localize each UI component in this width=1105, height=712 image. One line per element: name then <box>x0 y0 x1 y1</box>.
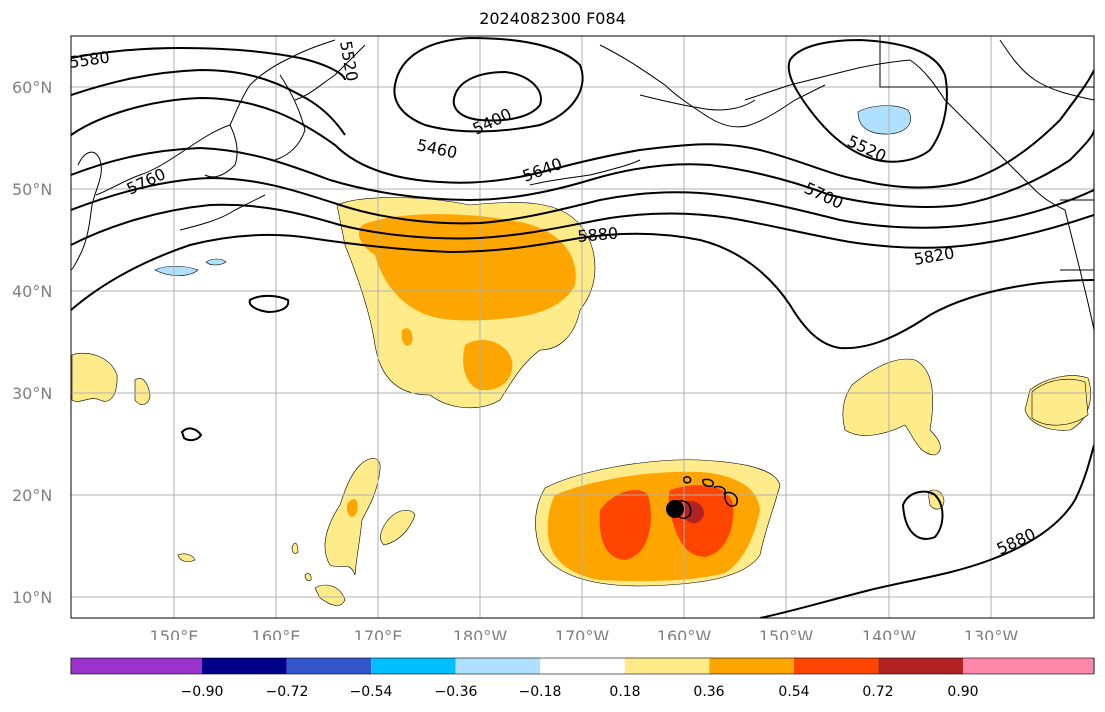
lat-tick: 10°N <box>12 588 52 607</box>
lat-tick: 60°N <box>12 78 52 97</box>
colorbar-segment <box>878 658 963 674</box>
colorbar-tick: 0.36 <box>693 684 724 700</box>
colorbar-ticks: −0.90 −0.72 −0.54 −0.36 −0.18 0.18 0.36 … <box>181 684 979 700</box>
colorbar-outline <box>70 657 1095 675</box>
lon-tick: 150°E <box>150 627 199 640</box>
shaded-field-small-patches <box>71 352 1091 606</box>
colorbar-segment <box>202 658 287 674</box>
lon-tick: 160°W <box>657 627 712 640</box>
longitude-labels: 150°E 160°E 170°E 180°W 170°W 160°W 150°… <box>150 627 1019 640</box>
shaded-field-north <box>336 197 596 409</box>
colorbar-segment <box>624 658 710 674</box>
hawaii-islands <box>674 476 738 519</box>
colorbar-segment <box>70 658 202 674</box>
shaded-field-hawaii <box>535 459 781 587</box>
colorbar-segment <box>963 658 1095 674</box>
colorbar-segment <box>540 658 625 674</box>
colorbar-segment <box>371 658 456 674</box>
lon-tick: 130°W <box>964 627 1019 640</box>
latitude-labels: 60°N 50°N 40°N 30°N 20°N 10°N <box>12 78 52 607</box>
lon-tick: 160°E <box>252 627 301 640</box>
height-contours <box>71 36 1094 618</box>
lon-tick: 170°W <box>555 627 610 640</box>
colorbar-tick: 0.90 <box>947 684 978 700</box>
colorbar-tick: −0.54 <box>350 684 393 700</box>
contour-label: 5880 <box>577 224 619 246</box>
lat-tick: 30°N <box>12 384 52 403</box>
lat-tick: 20°N <box>12 486 52 505</box>
colorbar: −0.90 −0.72 −0.54 −0.36 −0.18 0.18 0.36 … <box>70 657 1095 700</box>
colorbar-tick: 0.72 <box>862 684 893 700</box>
colorbar-tick: 0.54 <box>778 684 809 700</box>
colorbar-tick: 0.18 <box>609 684 640 700</box>
coastlines <box>71 36 1094 331</box>
colorbar-tick: −0.72 <box>266 684 309 700</box>
colorbar-segment <box>455 658 541 674</box>
lat-tick: 40°N <box>12 282 52 301</box>
colorbar-segment <box>709 658 794 674</box>
lon-tick: 150°W <box>759 627 814 640</box>
colorbar-tick: −0.18 <box>519 684 562 700</box>
map-title: 2024082300 F084 <box>479 9 626 28</box>
colorbar-tick: −0.36 <box>435 684 478 700</box>
colorbar-segment <box>286 658 372 674</box>
lon-tick: 170°E <box>354 627 403 640</box>
lat-tick: 50°N <box>12 180 52 199</box>
colorbar-segment <box>793 658 879 674</box>
map-panel: 5580 5520 5400 5460 5640 5760 5880 5700 … <box>12 35 1095 640</box>
colorbar-segments <box>70 657 1095 675</box>
location-marker <box>666 500 684 518</box>
shaded-field-blue <box>154 105 911 276</box>
shaded-orange-dot <box>346 499 358 517</box>
lon-tick: 140°W <box>862 627 917 640</box>
lon-tick: 180°W <box>453 627 508 640</box>
colorbar-tick: −0.90 <box>181 684 224 700</box>
map-frame <box>70 35 1095 619</box>
